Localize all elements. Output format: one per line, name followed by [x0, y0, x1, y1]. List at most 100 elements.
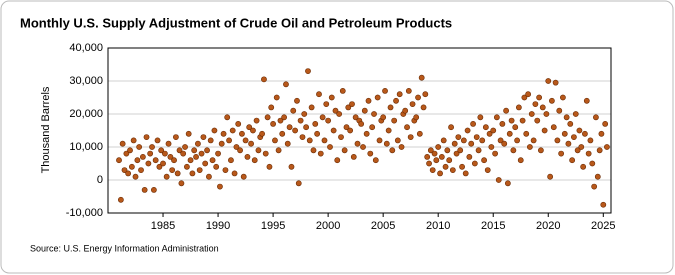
point — [184, 163, 190, 170]
point — [391, 117, 398, 124]
point — [244, 153, 251, 160]
point — [446, 157, 453, 164]
point — [185, 130, 192, 137]
point — [517, 157, 524, 164]
x-tick-label: 2020 — [536, 220, 560, 232]
point — [162, 150, 168, 157]
point — [125, 170, 132, 177]
point — [393, 97, 399, 104]
point — [176, 147, 183, 154]
point — [207, 137, 214, 144]
point — [537, 147, 544, 154]
point — [217, 183, 223, 190]
point — [149, 144, 155, 150]
point — [288, 163, 295, 170]
point — [545, 78, 552, 84]
point — [220, 130, 227, 137]
y-tick-label: 20,000 — [69, 108, 103, 120]
point — [394, 137, 401, 144]
point — [231, 170, 238, 177]
point — [372, 157, 379, 164]
point — [404, 124, 410, 131]
point — [504, 180, 511, 187]
point — [211, 127, 218, 134]
point — [290, 107, 297, 114]
point — [246, 124, 253, 131]
point — [519, 117, 526, 124]
point — [405, 88, 412, 94]
point — [574, 147, 581, 154]
point — [563, 114, 570, 121]
point — [275, 147, 282, 154]
point — [235, 121, 242, 127]
point — [448, 124, 454, 131]
point — [138, 167, 144, 173]
point — [272, 137, 278, 144]
chart-title: Monthly U.S. Supply Adjustment of Crude … — [20, 15, 452, 30]
point — [382, 88, 388, 94]
point — [277, 117, 284, 124]
point — [547, 173, 554, 180]
point — [402, 107, 409, 114]
point — [488, 144, 495, 150]
point — [319, 114, 326, 121]
point — [198, 150, 205, 157]
point — [132, 173, 139, 180]
point — [270, 121, 276, 127]
point — [143, 134, 150, 140]
point — [477, 114, 484, 121]
point — [158, 147, 165, 154]
point — [541, 127, 548, 134]
point — [283, 81, 289, 88]
point — [565, 140, 572, 147]
point — [134, 157, 141, 164]
point — [569, 157, 576, 164]
point — [268, 104, 275, 111]
point — [182, 144, 188, 150]
point — [196, 167, 203, 173]
point — [515, 104, 522, 111]
point — [492, 150, 499, 157]
point — [416, 130, 423, 137]
point — [117, 196, 124, 203]
point — [587, 137, 594, 144]
point — [594, 173, 601, 180]
x-tick-label: 2015 — [481, 220, 505, 232]
point — [336, 111, 343, 117]
point — [470, 121, 476, 127]
point — [585, 150, 592, 157]
point — [530, 137, 537, 144]
point — [255, 147, 262, 154]
point — [455, 134, 462, 140]
point — [596, 147, 603, 154]
y-tick-label: 10,000 — [69, 141, 103, 153]
point — [525, 91, 532, 98]
point — [233, 144, 240, 150]
y-tick-label: 40,000 — [69, 42, 103, 54]
point — [460, 137, 467, 144]
point — [286, 124, 293, 131]
point — [116, 157, 122, 164]
point — [512, 124, 519, 131]
point — [345, 104, 352, 111]
y-tick-label: -10,000 — [66, 207, 103, 219]
point — [292, 127, 299, 134]
point — [539, 104, 546, 111]
point — [273, 94, 280, 101]
point — [123, 150, 130, 157]
y-tick-label: 0 — [97, 174, 103, 186]
point — [264, 114, 271, 121]
point — [167, 153, 174, 160]
point — [499, 121, 506, 127]
point — [526, 144, 533, 150]
point — [250, 127, 256, 134]
point — [376, 137, 383, 144]
point — [493, 114, 500, 121]
point — [383, 140, 390, 147]
plot-border — [107, 47, 612, 214]
point — [171, 157, 177, 164]
point — [591, 183, 598, 190]
point — [303, 124, 310, 131]
